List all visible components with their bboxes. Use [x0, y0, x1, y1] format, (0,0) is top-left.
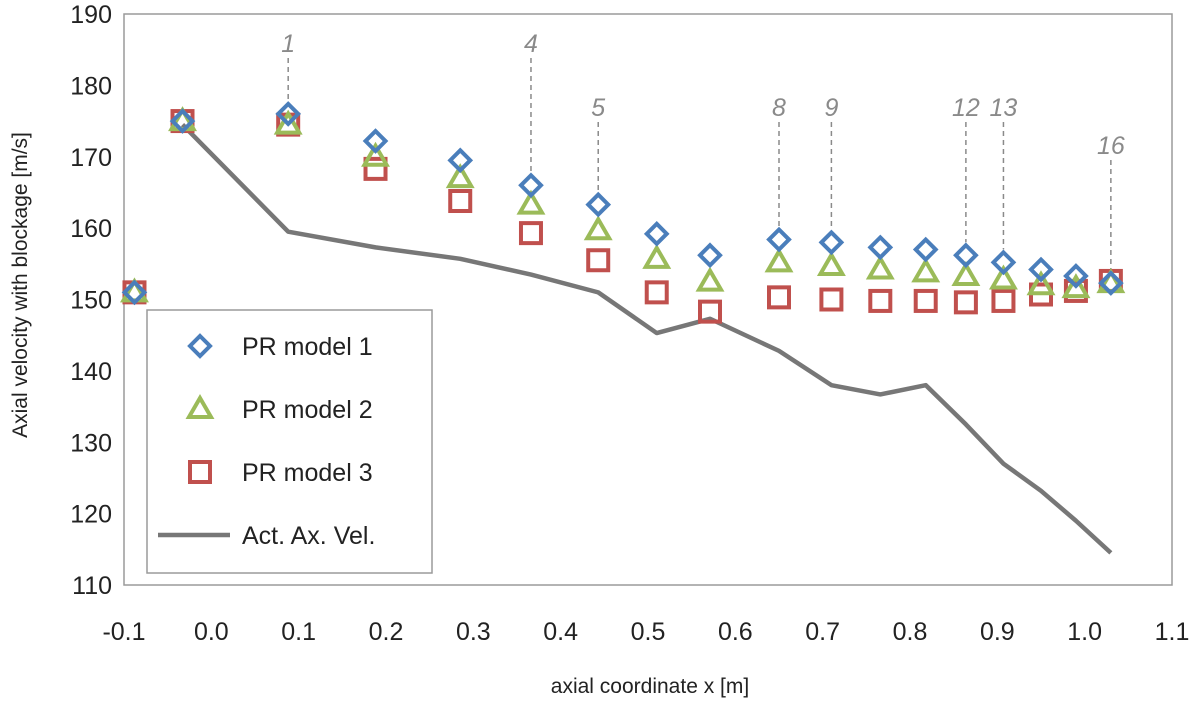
data-point-pr-model-1: [275, 101, 302, 127]
data-point-pr-model-3: [767, 285, 791, 310]
data-point-pr-model-1: [818, 229, 845, 256]
annotation-label: 1: [281, 30, 295, 58]
annotation-label: 12: [952, 94, 980, 122]
legend-label: PR model 1: [242, 333, 373, 361]
data-point-pr-model-3: [518, 221, 543, 246]
x-tick-label: 0.4: [543, 618, 578, 646]
data-point-pr-model-2: [951, 260, 981, 286]
legend-swatch-pr-model-2: [185, 394, 215, 419]
y-tick-label: 140: [70, 358, 112, 386]
legend-swatch-pr-model-3: [188, 460, 212, 484]
data-point-pr-model-2: [911, 257, 941, 283]
data-point-pr-model-3: [819, 287, 844, 312]
legend-label: PR model 3: [242, 459, 373, 487]
x-tick-label: 0.8: [893, 618, 928, 646]
legend-swatch-pr-model-1: [187, 333, 213, 359]
x-tick-label: 1.0: [1067, 618, 1102, 646]
annotation-label: 16: [1097, 132, 1125, 160]
data-point-pr-model-1: [867, 234, 894, 261]
y-tick-label: 130: [70, 429, 112, 457]
data-point-pr-model-3: [698, 299, 723, 324]
annotation-label: 4: [524, 30, 538, 58]
data-point-pr-model-2: [1026, 270, 1056, 296]
series-line-act-ax-vel: [180, 123, 1113, 555]
annotation-label: 8: [772, 94, 786, 122]
y-tick-label: 190: [70, 1, 112, 29]
data-point-pr-model-2: [865, 254, 895, 280]
data-point-pr-model-3: [991, 288, 1016, 313]
data-point-pr-model-2: [361, 141, 390, 167]
x-tick-label: 1.1: [1155, 618, 1190, 646]
data-point-pr-model-1: [953, 242, 979, 269]
data-point-pr-model-1: [643, 221, 670, 247]
data-point-pr-model-1: [766, 226, 792, 253]
x-tick-label: 0.3: [456, 618, 491, 646]
data-point-pr-model-3: [913, 288, 938, 313]
data-point-pr-model-1: [447, 147, 474, 174]
data-point-pr-model-2: [642, 243, 672, 269]
data-point-pr-model-3: [644, 280, 669, 305]
annotation-label: 13: [990, 94, 1018, 122]
data-point-pr-model-2: [988, 264, 1018, 290]
x-tick-label: 0.2: [369, 618, 404, 646]
y-tick-label: 180: [70, 72, 112, 100]
data-point-pr-model-2: [445, 163, 475, 189]
data-point-pr-model-1: [1063, 263, 1089, 289]
x-tick-label: 0.0: [194, 618, 229, 646]
data-point-pr-model-3: [953, 290, 978, 315]
x-tick-label: -0.1: [102, 618, 145, 646]
x-tick-label: 0.5: [631, 618, 666, 646]
x-tick-label: 0.6: [718, 618, 753, 646]
y-tick-label: 170: [70, 144, 112, 172]
data-point-pr-model-3: [448, 189, 473, 214]
data-point-pr-model-2: [764, 247, 794, 273]
data-point-pr-model-1: [1028, 256, 1054, 283]
data-point-pr-model-2: [516, 189, 546, 215]
data-point-pr-model-2: [273, 109, 303, 135]
x-tick-label: 0.1: [281, 618, 316, 646]
data-point-pr-model-1: [121, 279, 148, 306]
y-axis-title: Axial velocity with blockage [m/s]: [9, 132, 32, 438]
legend-box: [146, 309, 433, 574]
x-axis-title: axial coordinate x [m]: [551, 675, 749, 698]
y-tick-label: 160: [70, 215, 112, 243]
data-point-pr-model-1: [169, 108, 196, 134]
data-point-pr-model-1: [362, 128, 389, 154]
data-point-pr-model-1: [990, 249, 1017, 276]
data-point-pr-model-1: [518, 172, 544, 199]
x-tick-label: 0.9: [980, 618, 1015, 646]
x-tick-label: 0.7: [805, 618, 840, 646]
legend-label: Act. Ax. Vel.: [242, 522, 375, 550]
y-tick-label: 150: [70, 287, 112, 315]
y-tick-label: 120: [70, 501, 112, 529]
data-point-pr-model-2: [1061, 273, 1091, 299]
data-point-pr-model-1: [697, 242, 723, 269]
data-point-pr-model-3: [868, 288, 893, 313]
data-point-pr-model-1: [1098, 270, 1124, 296]
data-point-pr-model-1: [912, 236, 939, 263]
data-point-pr-model-3: [363, 156, 388, 181]
annotation-label: 5: [591, 94, 605, 122]
data-point-pr-model-2: [695, 266, 725, 292]
data-point-pr-model-3: [586, 248, 611, 273]
legend-label: PR model 2: [242, 396, 373, 424]
data-point-pr-model-2: [583, 215, 613, 241]
data-point-pr-model-2: [816, 250, 846, 276]
annotation-label: 9: [824, 94, 838, 122]
y-tick-label: 110: [72, 572, 112, 600]
data-point-pr-model-1: [585, 191, 612, 218]
